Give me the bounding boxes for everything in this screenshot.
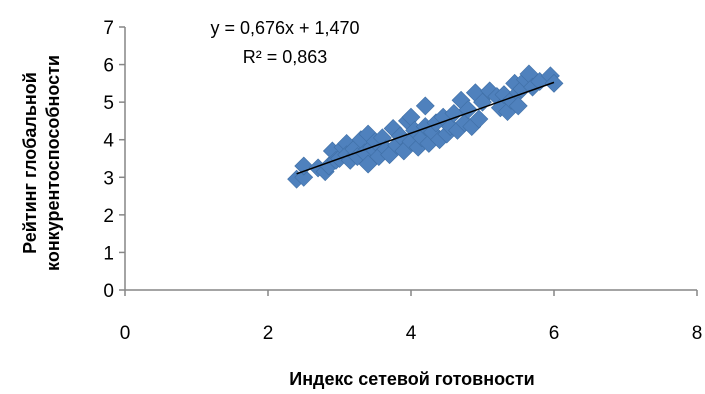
x-tick-label: 6 xyxy=(549,323,560,344)
r-squared-label: R² = 0,863 xyxy=(243,47,328,67)
x-tick-label: 0 xyxy=(120,323,131,344)
data-point xyxy=(544,73,564,93)
y-tick-label: 6 xyxy=(103,56,114,77)
x-tick-label: 8 xyxy=(692,323,703,344)
x-tick-label: 4 xyxy=(406,323,417,344)
y-tick-label: 1 xyxy=(103,243,114,264)
y-axis-title-line-2: конкурентоспособности xyxy=(43,55,63,271)
y-tick-label: 4 xyxy=(103,131,114,152)
trendline xyxy=(296,81,555,175)
data-point xyxy=(294,156,314,176)
y-tick-label: 3 xyxy=(103,168,114,189)
y-axis-title-line-1: Рейтинг глобальной xyxy=(20,72,40,254)
x-axis-title: Индекс сетевой готовности xyxy=(289,369,535,389)
axis-ticks: 0 1 2 3 4 5 6 7 0 2 4 6 8 xyxy=(103,18,702,344)
data-point xyxy=(415,96,435,116)
y-axis-title: Рейтинг глобальной конкурентоспособности xyxy=(20,55,63,271)
y-tick-label: 0 xyxy=(103,281,114,302)
data-point xyxy=(469,109,489,129)
y-tick-label: 7 xyxy=(103,18,114,39)
trendline-equation: y = 0,676x + 1,470 xyxy=(210,18,359,38)
data-points xyxy=(287,64,564,189)
y-tick-label: 5 xyxy=(103,93,114,114)
data-point xyxy=(508,96,528,116)
y-tick-label: 2 xyxy=(103,206,114,227)
x-tick-label: 2 xyxy=(263,323,274,344)
